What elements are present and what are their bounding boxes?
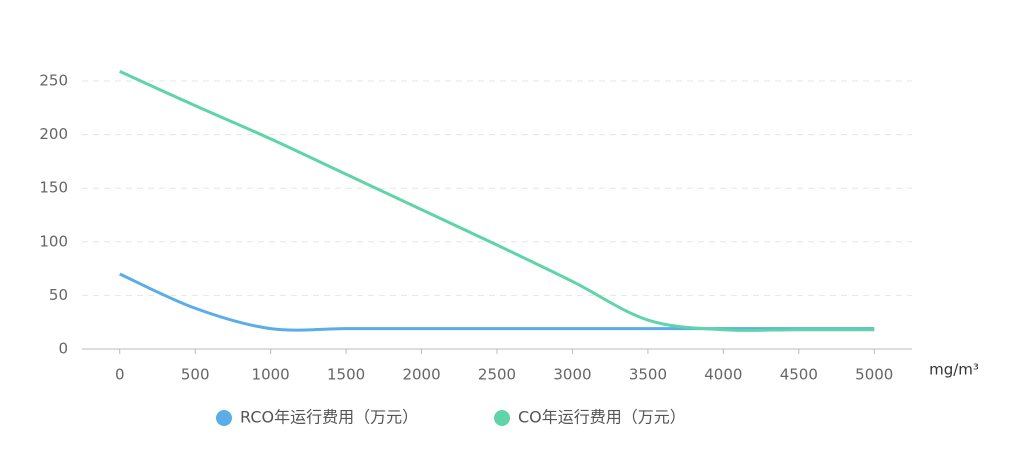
x-tick-label: 3000	[553, 366, 591, 384]
y-tick-label: 250	[39, 72, 68, 90]
y-tick-label: 150	[39, 179, 68, 197]
legend-marker	[216, 410, 232, 426]
y-tick-label: 200	[39, 125, 68, 143]
x-tick-label: 500	[181, 366, 210, 384]
x-tick-label: 2000	[402, 366, 440, 384]
y-tick-label: 100	[39, 232, 68, 250]
x-tick-label: 1000	[252, 366, 290, 384]
x-tick-label: 0	[115, 366, 125, 384]
legend-label: RCO年运行费用（万元）	[240, 408, 418, 427]
legend-label: CO年运行费用（万元）	[518, 408, 686, 427]
x-axis-label: mg/m³	[929, 361, 979, 379]
line-series	[119, 69, 875, 332]
legend-marker	[494, 410, 510, 426]
x-tick-label: 1500	[327, 366, 365, 384]
y-tick-label: 50	[49, 286, 68, 304]
x-tick-label: 2500	[478, 366, 516, 384]
line-series	[119, 272, 875, 332]
x-tick-label: 5000	[855, 366, 893, 384]
legend: RCO年运行费用（万元） CO年运行费用（万元）	[216, 408, 686, 427]
y-tick-label: 0	[58, 340, 68, 358]
x-tick-label: 3500	[629, 366, 667, 384]
x-tick-label: 4000	[704, 366, 742, 384]
x-tick-label: 4500	[780, 366, 818, 384]
